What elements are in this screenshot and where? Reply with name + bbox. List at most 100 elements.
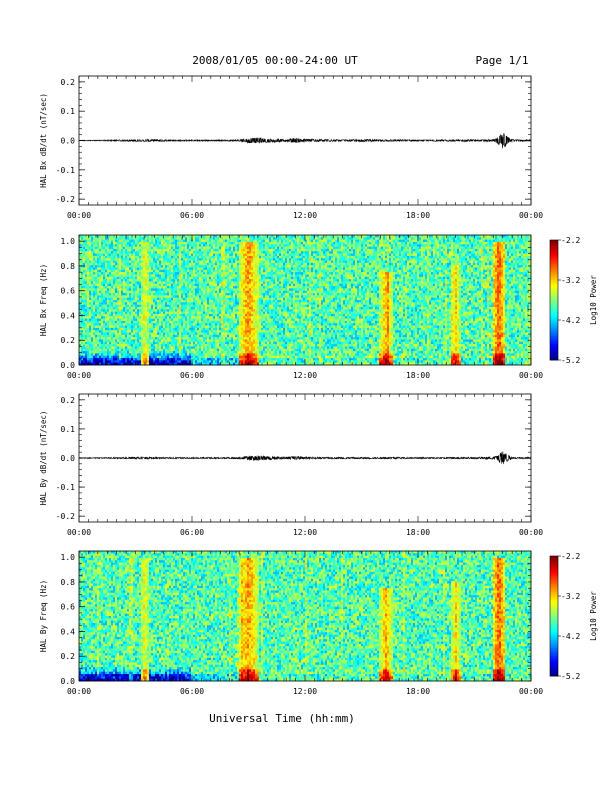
spectrogram-cell (175, 300, 177, 303)
spectrogram-cell (123, 277, 125, 280)
spectrogram-cell (205, 309, 207, 312)
spectrogram-cell (243, 263, 245, 266)
spectrogram-cell (231, 335, 233, 338)
spectrogram-cell (205, 279, 207, 282)
spectrogram-cell (153, 337, 155, 340)
spectrogram-cell (237, 244, 239, 247)
spectrogram-cell (195, 256, 197, 259)
spectrogram-cell (225, 319, 227, 322)
spectrogram-cell (157, 240, 159, 243)
spectrogram-cell (227, 326, 229, 329)
spectrogram-cell (115, 298, 117, 301)
spectrogram-cell (159, 265, 161, 268)
spectrogram-cell (169, 261, 171, 264)
spectrogram-cell (129, 254, 131, 257)
spectrogram-cell (233, 344, 235, 347)
spectrogram-cell (125, 256, 127, 259)
spectrogram-cell (237, 249, 239, 252)
spectrogram-cell (169, 286, 171, 289)
spectrogram-cell (171, 312, 173, 315)
spectrogram-cell (249, 337, 251, 340)
spectrogram-cell (139, 314, 141, 317)
spectrogram-cell (207, 358, 209, 361)
spectrogram-cell (249, 339, 251, 342)
spectrogram-cell (117, 307, 119, 310)
spectrogram-cell (125, 312, 127, 315)
spectrogram-cell (193, 300, 195, 303)
spectrogram-cell (105, 272, 107, 275)
spectrogram-cell (189, 342, 191, 345)
spectrogram-cell (113, 295, 115, 298)
spectrogram-cell (247, 279, 249, 282)
spectrogram-cell (239, 263, 241, 266)
spectrogram-cell (115, 344, 117, 347)
spectrogram-cell (97, 335, 99, 338)
spectrogram-cell (127, 335, 129, 338)
spectrogram-cell (93, 254, 95, 257)
spectrogram-cell (209, 349, 211, 352)
spectrogram-cell (129, 344, 131, 347)
spectrogram-cell (83, 330, 85, 333)
spectrogram-cell (89, 356, 91, 359)
spectrogram-cell (137, 291, 139, 294)
spectrogram-cell (149, 263, 151, 266)
spectrogram-cell (141, 316, 143, 319)
spectrogram-cell (245, 284, 247, 287)
spectrogram-cell (141, 240, 143, 243)
spectrogram-cell (131, 339, 133, 342)
spectrogram-cell (195, 346, 197, 349)
spectrogram-cell (99, 360, 101, 363)
spectrogram-cell (179, 270, 181, 273)
spectrogram-cell (89, 335, 91, 338)
spectrogram-cell (135, 309, 137, 312)
spectrogram-cell (145, 309, 147, 312)
spectrogram-cell (211, 288, 213, 291)
spectrogram-cell (149, 316, 151, 319)
spectrogram-cell (129, 326, 131, 329)
spectrogram-cell (205, 277, 207, 280)
spectrogram-cell (117, 247, 119, 250)
spectrogram-cell (245, 349, 247, 352)
spectrogram-cell (235, 244, 237, 247)
spectrogram-cell (165, 321, 167, 324)
spectrogram-cell (133, 319, 135, 322)
spectrogram-cell (191, 268, 193, 271)
spectrogram-cell (177, 265, 179, 268)
spectrogram-cell (161, 237, 163, 240)
spectrogram-cell (189, 291, 191, 294)
spectrogram-cell (195, 333, 197, 336)
spectrogram-cell (177, 240, 179, 243)
spectrogram-cell (149, 314, 151, 317)
spectrogram-cell (91, 249, 93, 252)
spectrogram-cell (229, 307, 231, 310)
spectrogram-cell (151, 305, 153, 308)
spectrogram-cell (99, 353, 101, 356)
spectrogram-cell (165, 330, 167, 333)
spectrogram-cell (171, 268, 173, 271)
spectrogram-cell (155, 337, 157, 340)
spectrogram-cell (89, 349, 91, 352)
spectrogram-cell (217, 333, 219, 336)
spectrogram-cell (167, 351, 169, 354)
spectrogram-cell (165, 256, 167, 259)
spectrogram-cell (235, 300, 237, 303)
spectrogram-cell (183, 240, 185, 243)
spectrogram-cell (227, 263, 229, 266)
spectrogram-cell (135, 244, 137, 247)
spectrogram-cell (129, 263, 131, 266)
spectrogram-cell (185, 249, 187, 252)
spectrogram-cell (93, 268, 95, 271)
spectrogram-cell (117, 300, 119, 303)
spectrogram-cell (119, 335, 121, 338)
spectrogram-cell (207, 244, 209, 247)
spectrogram-cell (115, 254, 117, 257)
spectrogram-cell (173, 321, 175, 324)
spectrogram-cell (227, 337, 229, 340)
spectrogram-cell (97, 291, 99, 294)
spectrogram-cell (173, 277, 175, 280)
spectrogram-cell (121, 360, 123, 363)
spectrogram-cell (143, 342, 145, 345)
spectrogram-cell (237, 256, 239, 259)
spectrogram-cell (147, 307, 149, 310)
